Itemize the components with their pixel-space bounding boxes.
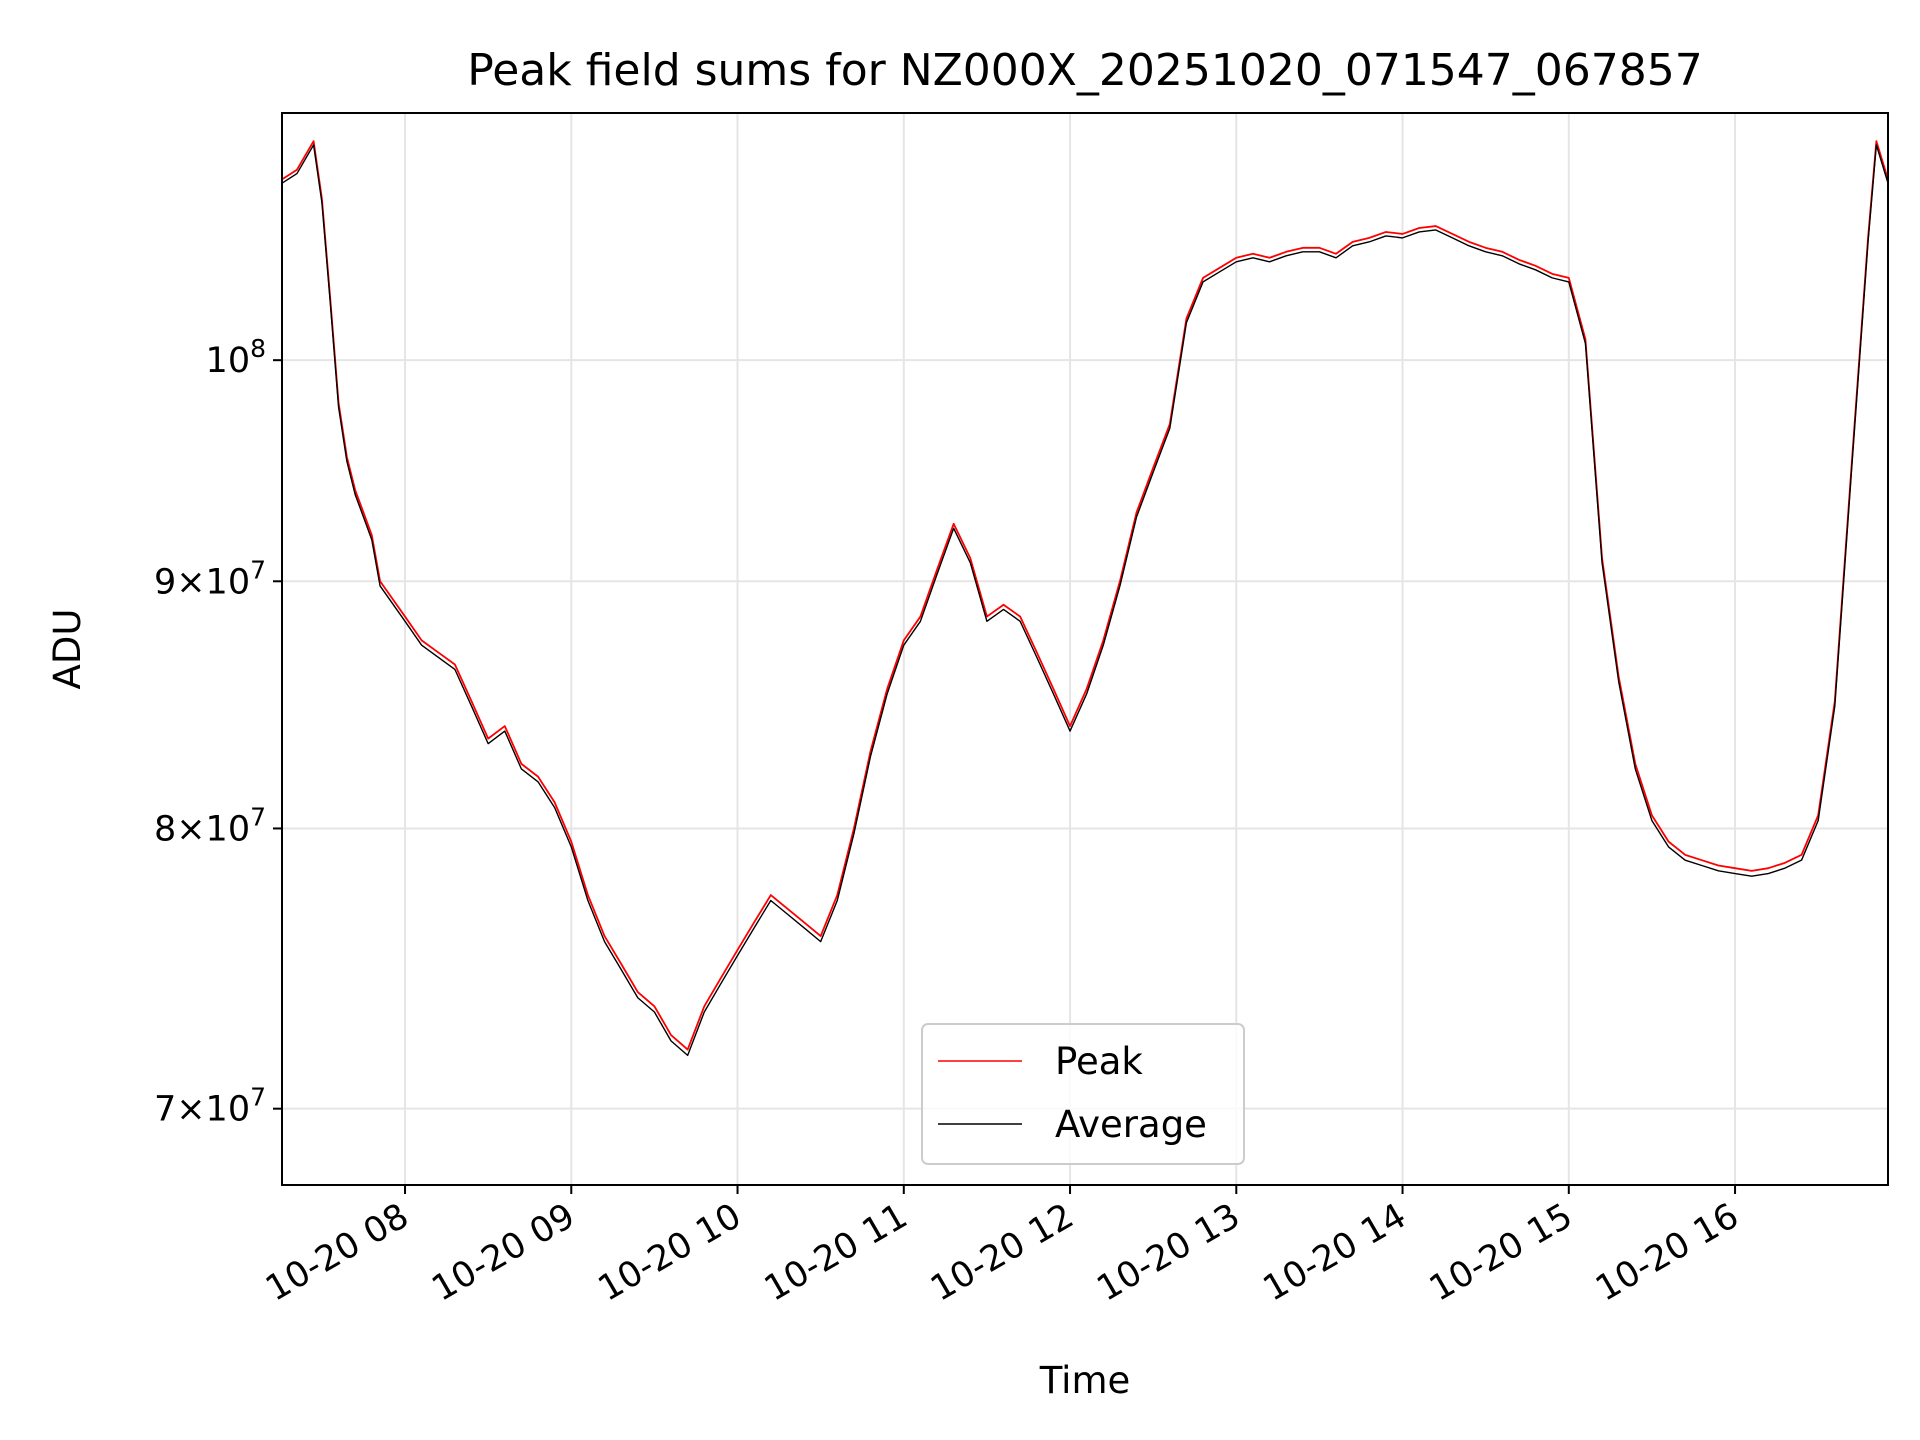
legend-box [921, 1023, 1245, 1165]
y-tick-label: 8×107 [154, 802, 266, 849]
y-tick-label: 108 [206, 334, 266, 381]
legend: Peak Average [921, 1023, 1245, 1165]
chart-title: Peak field sums for NZ000X_20251020_0715… [467, 45, 1703, 96]
x-axis-label: Time [1039, 1359, 1131, 1402]
grid [282, 113, 1888, 1185]
legend-label-average: Average [1055, 1103, 1207, 1146]
y-axis-label: ADU [46, 609, 89, 690]
series-line-average [281, 144, 1889, 1057]
y-tick-label: 7×107 [154, 1083, 266, 1130]
legend-label-peak: Peak [1055, 1040, 1143, 1083]
series-layer [281, 140, 1889, 1057]
y-tick-label: 9×107 [154, 555, 266, 602]
plot-frame [281, 112, 1889, 1186]
